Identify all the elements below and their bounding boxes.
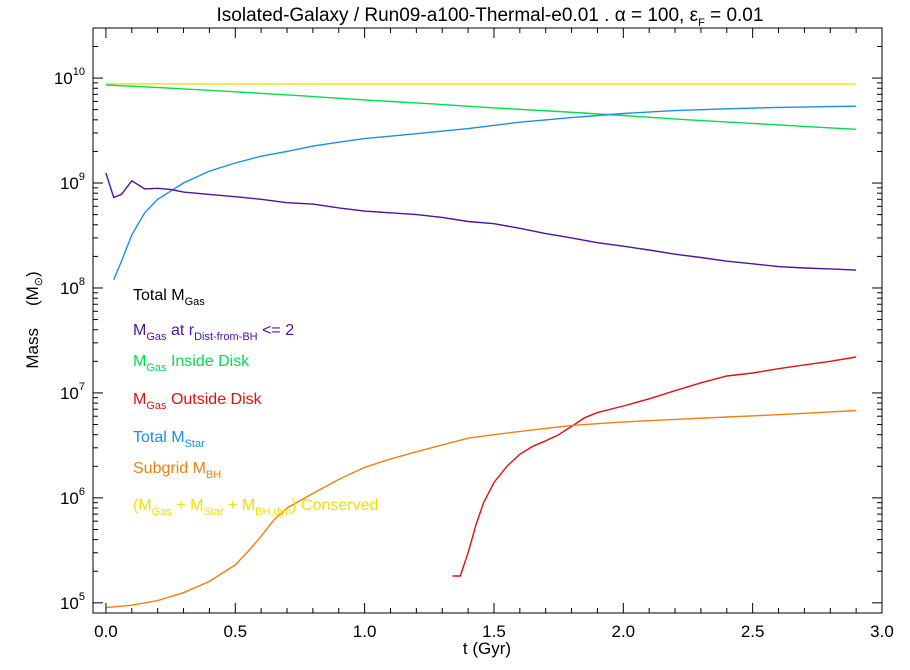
series-line-gas-inside-disk (105, 84, 857, 130)
y-tick-label: 108 (60, 276, 85, 298)
title-alpha-symbol: α (615, 5, 626, 26)
x-tick-label: 2.5 (741, 622, 765, 641)
y-axis-label-sun-symbol: ⊙ (33, 277, 45, 286)
legend-entry-gas-inside-disk: MGas Inside Disk (133, 353, 250, 374)
x-axis-label: t (Gyr) (463, 639, 511, 658)
y-tick-label: 106 (60, 486, 85, 508)
y-axis-label-unit-open: (M (23, 286, 42, 306)
y-axis-label-unit-close: ) (23, 271, 42, 277)
x-tick-label: 0.0 (94, 622, 118, 641)
legend-entry-conserved: (MGas + MStar + MBH,dyn) Conserved (133, 497, 378, 518)
legend-entry-gas-near-bh: MGas at rDist-from-BH <= 2 (133, 322, 294, 343)
x-tick-label: 1.5 (482, 622, 506, 641)
y-tick-label: 109 (60, 171, 85, 193)
x-tick-label: 3.0 (870, 622, 894, 641)
legend-entry-subgrid-bh: Subgrid MBH (133, 460, 221, 481)
title-epsilon-subscript: F (698, 17, 705, 29)
title-alpha-value: = 100, (626, 5, 690, 26)
y-axis-label-word: Mass (23, 328, 42, 369)
legend-entry-total-gas: Total MGas (133, 287, 205, 308)
legend-entry-total-star: Total MStar (133, 429, 205, 450)
y-axis-label: Mass (M⊙) (23, 271, 45, 368)
x-tick-label: 1.0 (353, 622, 377, 641)
title-main: Isolated-Galaxy / Run09-a100-Thermal-e0.… (217, 5, 615, 26)
plot-frame (92, 27, 883, 614)
x-tick-label: 0.5 (223, 622, 247, 641)
legend: Total MGas MGas at rDist-from-BH <= 2 MGas… (133, 287, 378, 518)
y-tick-label: 1010 (54, 66, 85, 88)
series-line-gas-near-bh (105, 172, 857, 271)
y-tick-label: 105 (60, 591, 85, 613)
series-line-total-star (113, 105, 857, 280)
series-layer (105, 83, 857, 609)
x-tick-label: 2.0 (611, 622, 635, 641)
y-tick-label: 107 (60, 381, 85, 403)
series-line-subgrid-bh (105, 409, 857, 609)
legend-entry-gas-outside-disk: MGas Outside Disk (133, 391, 263, 412)
chart-title: Isolated-Galaxy / Run09-a100-Thermal-e0.… (217, 5, 764, 29)
ticks-layer: 0.0 0.5 1.0 1.5 2.0 2.5 3.0 105 106 107 108 109 1010 (54, 27, 894, 641)
series-line-gas-outside-disk (452, 356, 857, 577)
title-epsilon-symbol: ε (690, 5, 699, 26)
title-epsilon-value: = 0.01 (705, 5, 764, 26)
